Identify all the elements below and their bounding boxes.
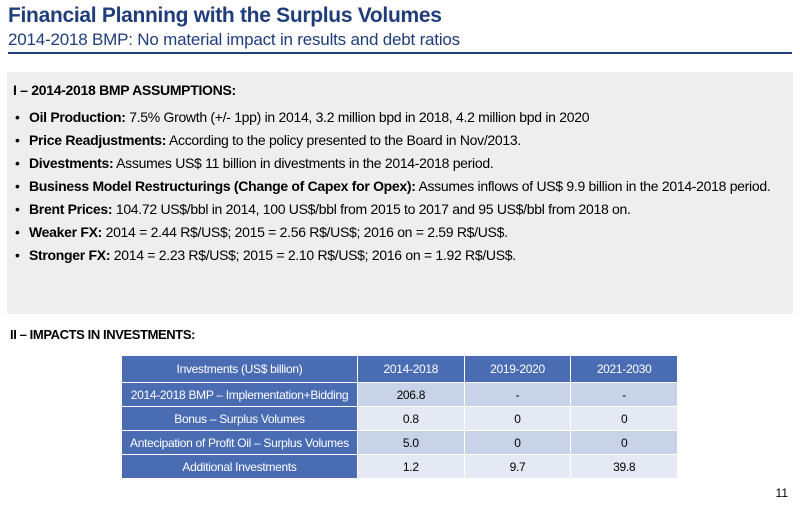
assumptions-heading: I – 2014-2018 BMP ASSUMPTIONS: bbox=[13, 82, 236, 98]
table-cell: 206.8 bbox=[357, 382, 465, 407]
page-number: 11 bbox=[775, 486, 788, 500]
table-row: Antecipation of Profit Oil – Surplus Vol… bbox=[121, 430, 678, 455]
row-label: Additional Investments bbox=[121, 454, 358, 479]
investments-table: Investments (US$ billion) 2014-2018 2019… bbox=[121, 355, 678, 479]
item-label: Business Model Restructurings (Change of… bbox=[29, 178, 416, 194]
table-cell: - bbox=[463, 382, 572, 407]
item-label: Price Readjustments: bbox=[29, 132, 167, 148]
item-label: Oil Production: bbox=[29, 109, 126, 125]
table-row: 2014-2018 BMP – Implementation+Bidding 2… bbox=[121, 382, 678, 407]
table-cell: - bbox=[570, 382, 678, 407]
item-text: 2014 = 2.44 R$/US$; 2015 = 2.56 R$/US$; … bbox=[102, 224, 508, 240]
item-text: 104.72 US$/bbl in 2014, 100 US$/bbl from… bbox=[112, 201, 631, 217]
table-cell: 5.0 bbox=[357, 430, 465, 455]
item-text: According to the policy presented to the… bbox=[166, 132, 521, 148]
list-item: • Stronger FX: 2014 = 2.23 R$/US$; 2015 =… bbox=[13, 246, 785, 264]
item-text: Assumes inflows of US$ 9.9 billion in th… bbox=[415, 178, 771, 194]
item-label: Divestments: bbox=[29, 155, 114, 171]
title-divider bbox=[8, 52, 792, 54]
table-cell: 9.7 bbox=[463, 454, 572, 479]
column-header: Investments (US$ billion) bbox=[121, 355, 358, 383]
item-text: 7.5% Growth (+/- 1pp) in 2014, 3.2 milli… bbox=[125, 109, 590, 125]
row-label: Bonus – Surplus Volumes bbox=[121, 406, 358, 431]
assumptions-panel: I – 2014-2018 BMP ASSUMPTIONS: • Oil Prod… bbox=[7, 72, 793, 314]
bullet-icon: • bbox=[15, 247, 20, 263]
item-text: 2014 = 2.23 R$/US$; 2015 = 2.10 R$/US$; … bbox=[110, 247, 516, 263]
bullet-icon: • bbox=[15, 224, 20, 240]
list-item: • Weaker FX: 2014 = 2.44 R$/US$; 2015 = 2… bbox=[13, 223, 785, 241]
table-cell: 39.8 bbox=[570, 454, 678, 479]
table-cell: 0 bbox=[463, 430, 572, 455]
bullet-icon: • bbox=[15, 155, 20, 171]
investments-heading: II – IMPACTS IN INVESTMENTS: bbox=[10, 327, 196, 342]
table-cell: 0.8 bbox=[357, 406, 465, 431]
table-cell: 1.2 bbox=[357, 454, 465, 479]
table-row: Bonus – Surplus Volumes 0.8 0 0 bbox=[121, 406, 678, 431]
list-item: • Business Model Restructurings (Change o… bbox=[13, 177, 785, 195]
bullet-icon: • bbox=[15, 132, 20, 148]
table-header-row: Investments (US$ billion) 2014-2018 2019… bbox=[121, 355, 678, 383]
item-label: Stronger FX: bbox=[29, 247, 111, 263]
item-label: Brent Prices: bbox=[29, 201, 113, 217]
page-title: Financial Planning with the Surplus Volu… bbox=[8, 4, 442, 27]
list-item: • Divestments: Assumes US$ 11 billion in … bbox=[13, 154, 785, 172]
table-cell: 0 bbox=[570, 430, 678, 455]
item-label: Weaker FX: bbox=[29, 224, 102, 240]
assumptions-list: • Oil Production: 7.5% Growth (+/- 1pp) i… bbox=[13, 108, 785, 264]
page-subtitle: 2014-2018 BMP: No material impact in res… bbox=[8, 30, 460, 49]
table-cell: 0 bbox=[570, 406, 678, 431]
column-header: 2019-2020 bbox=[463, 355, 572, 383]
bullet-icon: • bbox=[15, 178, 20, 194]
list-item: • Brent Prices: 104.72 US$/bbl in 2014, 1… bbox=[13, 200, 785, 218]
row-label: Antecipation of Profit Oil – Surplus Vol… bbox=[121, 430, 358, 455]
bullet-icon: • bbox=[15, 201, 20, 217]
item-text: Assumes US$ 11 billion in divestments in… bbox=[113, 155, 494, 171]
list-item: • Oil Production: 7.5% Growth (+/- 1pp) i… bbox=[13, 108, 785, 126]
column-header: 2021-2030 bbox=[570, 355, 678, 383]
row-label: 2014-2018 BMP – Implementation+Bidding bbox=[121, 382, 358, 407]
table-cell: 0 bbox=[463, 406, 572, 431]
bullet-icon: • bbox=[15, 109, 20, 125]
table-row: Additional Investments 1.2 9.7 39.8 bbox=[121, 454, 678, 479]
column-header: 2014-2018 bbox=[357, 355, 465, 383]
list-item: • Price Readjustments: According to the p… bbox=[13, 131, 785, 149]
